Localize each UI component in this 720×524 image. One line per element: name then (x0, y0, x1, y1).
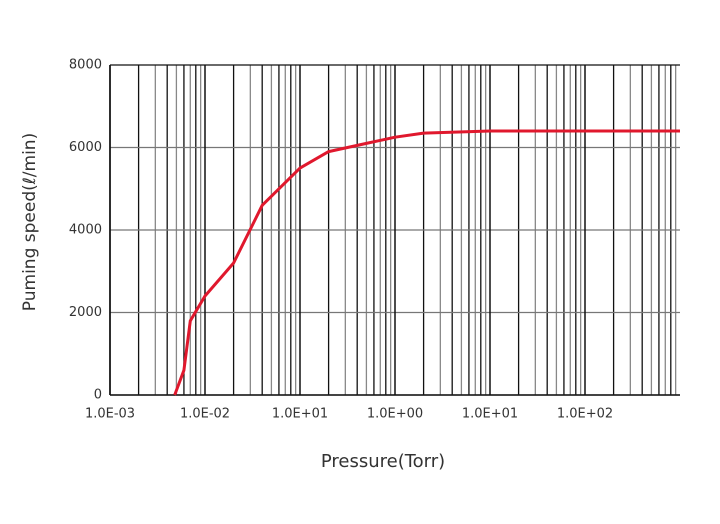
x-tick-label: 1.0E+01 (462, 407, 518, 422)
y-tick-label: 6000 (69, 140, 102, 155)
x-tick-label: 1.0E-02 (180, 407, 230, 422)
x-axis-label: Pressure(Torr) (321, 451, 445, 472)
x-tick-label: 1.0E-03 (85, 407, 135, 422)
y-tick-label: 2000 (69, 305, 102, 320)
y-tick-label: 8000 (69, 58, 102, 73)
y-tick-label: 0 (94, 388, 102, 403)
y-axis-label: Puming speed(ℓ/min) (20, 133, 40, 311)
data-line (173, 129, 680, 396)
x-tick-label: 1.0E+01 (272, 407, 328, 422)
y-tick-label: 4000 (69, 223, 102, 238)
x-tick-label: 1.0E+00 (367, 407, 423, 422)
x-tick-label: 1.0E+02 (557, 407, 613, 422)
